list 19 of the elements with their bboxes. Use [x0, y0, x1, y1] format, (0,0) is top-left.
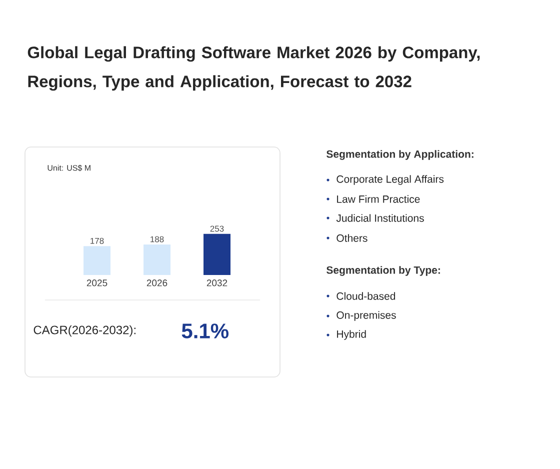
text: Segmentation by Type: [326, 266, 440, 276]
chart-title: Global Legal Drafting Software Market 2026 by Company, Regions, Type and Application, Forecast to 2032 [28, 46, 480, 91]
x-tick-label: 2026 [146, 280, 168, 286]
chart-subtitle: Unit: US$ M [48, 164, 90, 172]
text: Corporate Legal Affairs [336, 175, 444, 185]
data-label: 178 [90, 238, 104, 244]
x-tick-label: 2025 [86, 280, 108, 286]
text: CAGR(2026-2032): [34, 325, 136, 337]
data-label: 188 [150, 236, 164, 242]
x-tick-label: 2032 [206, 280, 228, 286]
text: Law Firm Practice [337, 195, 420, 203]
text: Judicial Institutions [336, 214, 424, 222]
text: Hybrid [337, 330, 366, 340]
text: Others [336, 234, 368, 242]
text: Cloud-based [336, 292, 396, 300]
text: On-premises [336, 311, 396, 321]
text: 5.1% [182, 324, 229, 338]
data-label: 253 [210, 226, 224, 232]
text: Segmentation by Application: [326, 150, 474, 160]
